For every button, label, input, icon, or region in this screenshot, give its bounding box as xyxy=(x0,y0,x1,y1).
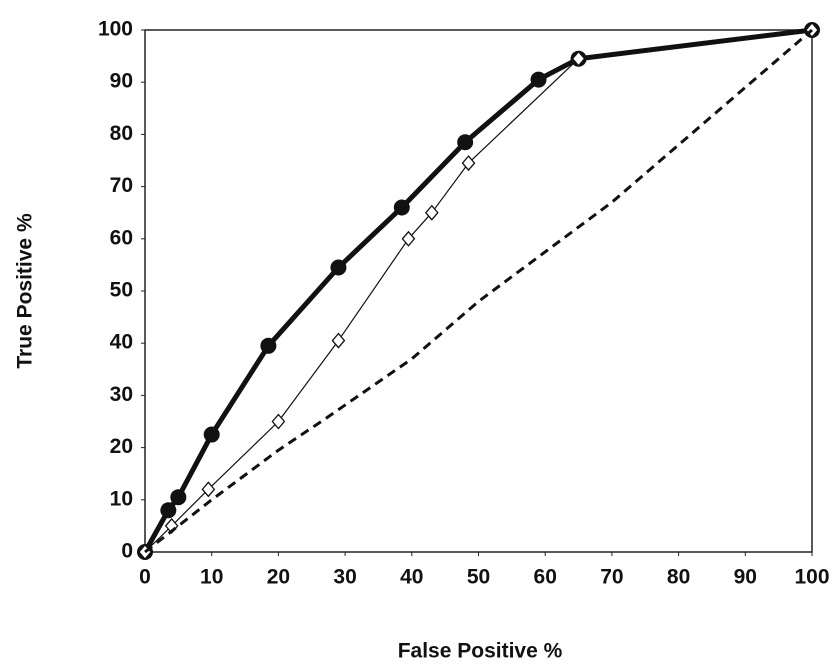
point-marker xyxy=(160,502,176,518)
y-axis-label: True Positive % xyxy=(14,213,37,369)
chart: False Positive % True Positive % 0 10 20 30… xyxy=(0,0,840,668)
x-tick-label: 50 xyxy=(467,566,490,589)
y-tick-label: 80 xyxy=(110,122,133,145)
x-tick-label: 40 xyxy=(400,566,423,589)
y-tick-label: 40 xyxy=(110,331,133,354)
x-tick-label: 10 xyxy=(200,566,223,589)
x-axis-label: False Positive % xyxy=(398,640,563,663)
x-tick-label: 80 xyxy=(667,566,690,589)
point-marker xyxy=(394,199,410,215)
point-marker xyxy=(204,427,220,443)
x-tick-label: 90 xyxy=(734,566,757,589)
point-marker xyxy=(170,489,186,505)
point-marker xyxy=(260,338,276,354)
x-tick-label: 60 xyxy=(534,566,557,589)
x-tick-label: 30 xyxy=(333,566,356,589)
point-marker xyxy=(330,260,346,276)
y-tick-label: 90 xyxy=(110,70,133,93)
x-tick-label: 70 xyxy=(600,566,623,589)
y-tick-label: 10 xyxy=(110,487,133,510)
y-tick-label: 20 xyxy=(110,435,133,458)
y-tick-label: 0 xyxy=(121,540,133,563)
y-tick-label: 50 xyxy=(110,279,133,302)
y-tick-label: 70 xyxy=(110,174,133,197)
y-tick-label: 100 xyxy=(98,18,133,41)
x-tick-label: 20 xyxy=(267,566,290,589)
x-tick-label: 0 xyxy=(139,566,151,589)
point-marker xyxy=(531,72,547,88)
y-tick-label: 30 xyxy=(110,383,133,406)
y-tick-label: 60 xyxy=(110,226,133,249)
series-line xyxy=(145,30,812,552)
point-marker xyxy=(457,134,473,150)
x-tick-label: 100 xyxy=(794,566,829,589)
